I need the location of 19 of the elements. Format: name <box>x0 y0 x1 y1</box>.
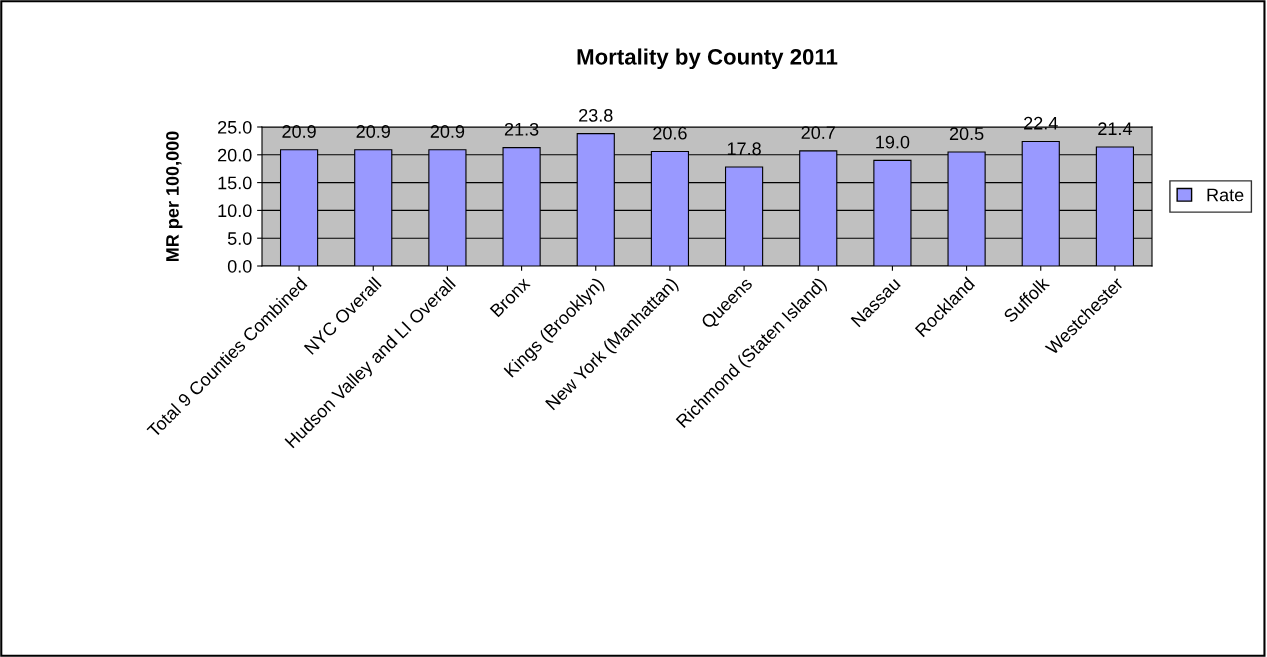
data-label: 20.9 <box>282 125 316 138</box>
data-label: 22.4 <box>1024 116 1058 130</box>
y-tick-label: 20.0 <box>218 148 252 162</box>
y-tick-label: 0.0 <box>227 259 252 273</box>
data-label: 20.9 <box>356 125 390 138</box>
y-tick-label: 15.0 <box>218 176 252 190</box>
data-label: 23.8 <box>579 108 613 122</box>
data-label: 17.8 <box>727 142 761 156</box>
data-label: 20.9 <box>430 125 465 138</box>
y-tick-label: 5.0 <box>227 232 252 245</box>
data-label: 20.7 <box>801 126 835 140</box>
y-axis-title: MR per 100,000 <box>166 131 183 262</box>
y-tick-label: 25.0 <box>218 120 252 134</box>
data-label: 20.5 <box>949 127 984 141</box>
y-tick-label: 10.0 <box>218 204 252 218</box>
data-label: 19.0 <box>876 135 910 149</box>
legend-label: Rate <box>1207 188 1244 202</box>
chart-title: Mortality by County 2011 <box>577 48 838 70</box>
data-label: 20.6 <box>653 126 687 140</box>
